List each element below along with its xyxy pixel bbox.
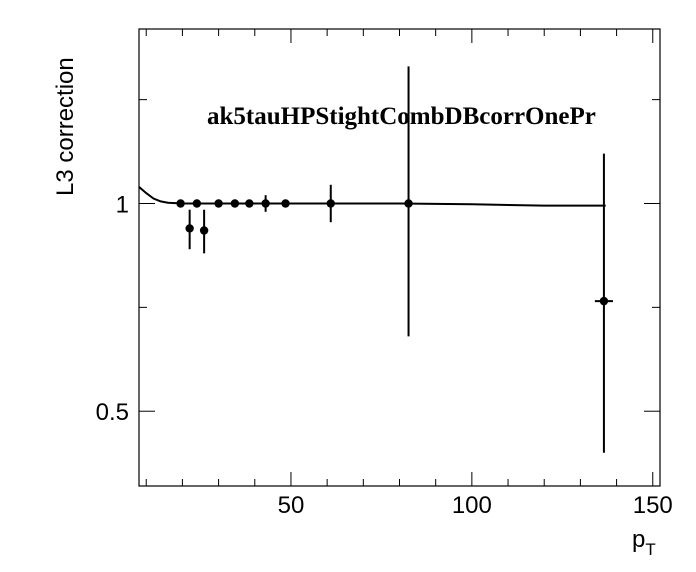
data-point [404,199,413,208]
x-axis-label: pT [632,526,656,559]
x-axis-label-sub: T [645,540,655,559]
data-point [326,199,335,208]
y-tick-label: 0.5 [96,399,129,426]
chart-title: ak5tauHPStightCombDBcorrOnePr [207,103,596,130]
data-point [192,199,202,208]
x-tick-label: 150 [633,492,673,519]
data-point [230,199,240,208]
data-point [199,226,209,235]
data-point [281,199,290,208]
data-point [245,199,254,208]
data-point [261,199,270,208]
plot-frame [138,28,661,487]
data-point [176,199,185,208]
fit-curve [138,186,606,207]
x-tick-label: 100 [452,492,492,519]
x-tick-label: 50 [278,492,305,519]
data-point [185,224,194,233]
x-axis-label-main: p [632,526,645,553]
data-point [599,296,609,306]
y-axis-label: L3 correction [52,57,79,196]
y-tick-label: 1 [116,191,129,218]
data-point [214,199,223,208]
